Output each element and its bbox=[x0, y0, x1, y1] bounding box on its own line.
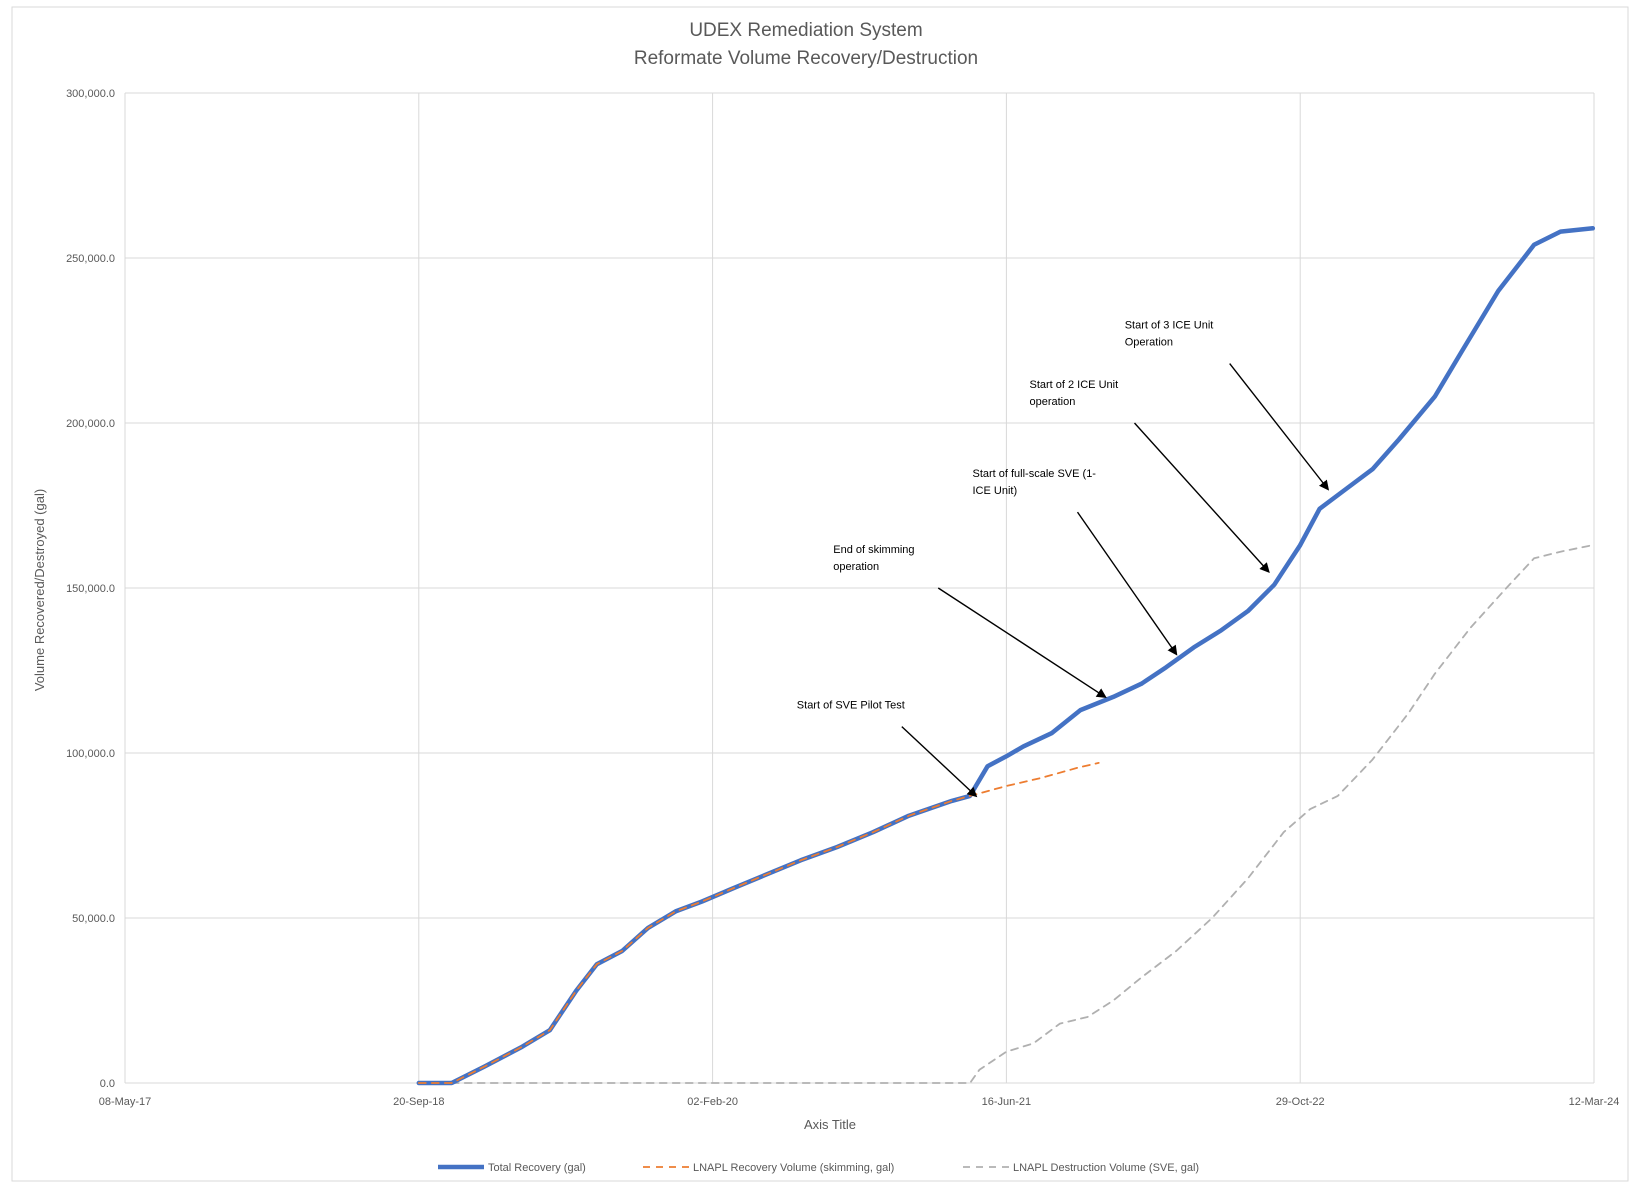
x-tick-label: 02-Feb-20 bbox=[687, 1096, 738, 1108]
annotation-label: Start of 2 ICE Unit bbox=[1029, 379, 1118, 391]
chart-border bbox=[11, 6, 1629, 1182]
x-axis-label: Axis Title bbox=[804, 1117, 856, 1132]
annotation-label: End of skimming bbox=[833, 544, 914, 556]
y-tick-label: 300,000.0 bbox=[66, 88, 115, 100]
annotation-label: Start of SVE Pilot Test bbox=[797, 700, 905, 712]
y-tick-label: 150,000.0 bbox=[66, 583, 115, 595]
x-tick-label: 08-May-17 bbox=[99, 1096, 152, 1108]
chart-subtitle: Reformate Volume Recovery/Destruction bbox=[634, 48, 978, 69]
annotation-label: Start of full-scale SVE (1- bbox=[972, 468, 1096, 480]
y-tick-label: 250,000.0 bbox=[66, 253, 115, 265]
annotation-label: operation bbox=[1029, 396, 1075, 408]
annotation-label: Operation bbox=[1125, 337, 1173, 349]
legend-label: LNAPL Destruction Volume (SVE, gal) bbox=[1013, 1162, 1199, 1174]
annotation-label: Start of 3 ICE Unit bbox=[1125, 320, 1214, 332]
y-tick-label: 200,000.0 bbox=[66, 418, 115, 430]
legend-label: Total Recovery (gal) bbox=[488, 1162, 586, 1174]
x-tick-label: 12-Mar-24 bbox=[1569, 1096, 1620, 1108]
x-tick-label: 16-Jun-21 bbox=[982, 1096, 1032, 1108]
annotation-label: ICE Unit) bbox=[972, 485, 1017, 497]
chart-title: UDEX Remediation System bbox=[689, 20, 922, 41]
annotation-arrow bbox=[937, 587, 1107, 698]
series-line-1 bbox=[417, 762, 1100, 1084]
y-axis-label: Volume Recovered/Destroyed (gal) bbox=[32, 489, 47, 691]
y-tick-label: 50,000.0 bbox=[72, 913, 115, 925]
annotation-arrow bbox=[1076, 511, 1178, 656]
y-tick-label: 100,000.0 bbox=[66, 748, 115, 760]
x-tick-label: 20-Sep-18 bbox=[393, 1096, 444, 1108]
annotation-arrow bbox=[1133, 422, 1270, 573]
annotation-label: operation bbox=[833, 561, 879, 573]
x-tick-label: 29-Oct-22 bbox=[1276, 1096, 1325, 1108]
annotation-arrow bbox=[901, 726, 978, 798]
annotation-arrow bbox=[1229, 363, 1330, 491]
legend-label: LNAPL Recovery Volume (skimming, gal) bbox=[693, 1162, 894, 1174]
y-tick-label: 0.0 bbox=[100, 1078, 115, 1090]
series-line-2 bbox=[450, 544, 1594, 1084]
